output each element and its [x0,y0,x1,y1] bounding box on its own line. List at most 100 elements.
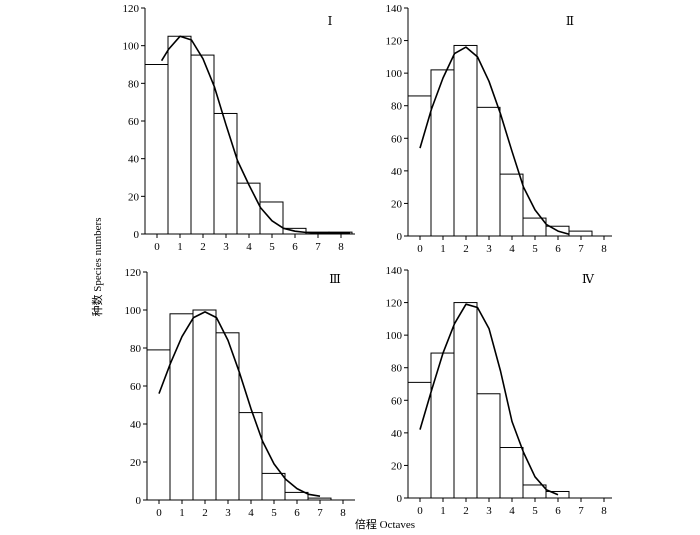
panel-label: Ⅳ [582,272,595,286]
bar-4 [499,447,524,499]
x-tick-label: 5 [271,507,277,519]
chart-panel-3: 0 20 40 60 80 100 120 0 1 2 3 4 5 6 7 8 Ⅲ [125,267,355,519]
y-tick-label: 80 [128,78,140,90]
bar-6 [284,491,309,501]
x-tick-label: 6 [294,507,300,519]
x-tick-label: 8 [601,243,607,255]
y-tick-label: 80 [391,363,403,375]
x-tick-label: 8 [601,505,607,517]
x-tick-label: 3 [223,241,229,253]
x-tick-label: 7 [315,241,321,253]
y-tick-label: 60 [391,133,403,145]
y-tick-label: 20 [391,198,403,210]
bar-1 [169,313,194,501]
y-tick-label: 60 [391,395,403,407]
bar-3 [213,112,238,235]
x-tick-label: 2 [463,243,469,255]
y-tick-label: 60 [130,381,142,393]
x-tick-label: 0 [156,507,162,519]
y-tick-label: 40 [128,154,140,166]
x-tick-label: 6 [555,243,561,255]
bar-2 [453,44,478,237]
bar-1 [430,69,455,237]
bar-7 [568,230,593,237]
y-tick-label: 20 [128,191,140,203]
chart-panel-4: 0 20 40 60 80 100 120 140 0 1 2 3 4 5 6 7 8 Ⅳ [386,265,612,517]
bar-4 [236,182,261,235]
y-tick-label: 120 [386,36,403,48]
x-tick-label: 8 [338,241,344,253]
x-tick-label: 4 [509,243,515,255]
y-tick-label: 80 [130,343,142,355]
y-tick-label: 0 [134,229,140,241]
x-tick-label: 2 [202,507,208,519]
y-tick-label: 120 [386,298,403,310]
x-tick-label: 5 [532,243,538,255]
y-tick-label: 40 [391,428,403,440]
bar-5 [259,201,284,235]
x-tick-label: 3 [225,507,231,519]
y-tick-label: 120 [125,267,142,279]
bar-2 [192,309,217,501]
x-tick-label: 6 [555,505,561,517]
x-tick-label: 2 [200,241,206,253]
bar-0 [407,95,432,237]
y-tick-label: 140 [386,265,403,277]
chart-panel-2: 0 20 40 60 80 100 120 140 0 1 2 3 4 5 6 7 8 Ⅱ [386,3,612,255]
bar-4 [499,173,524,237]
y-tick-label: 0 [136,495,142,507]
x-tick-label: 4 [248,507,254,519]
x-tick-label: 7 [578,505,584,517]
y-tick-label: 100 [386,330,403,342]
y-tick-label: 80 [391,101,403,113]
panel-label: Ⅱ [566,14,574,28]
bar-5 [522,484,547,499]
x-tick-label: 3 [486,243,492,255]
x-tick-label: 6 [292,241,298,253]
y-tick-label: 0 [397,493,403,505]
chart-panel-1: 0 20 40 60 80 100 120 0 1 2 3 4 5 6 7 8 Ⅰ [123,3,355,253]
bar-3 [476,106,501,237]
x-tick-label: 4 [246,241,252,253]
y-tick-label: 100 [123,41,140,53]
x-tick-label: 1 [179,507,185,519]
fitted-curve [160,35,351,234]
x-tick-label: 7 [578,243,584,255]
x-tick-label: 1 [440,505,446,517]
panel-label: Ⅲ [329,272,341,286]
fitted-curve [419,46,570,236]
y-tick-label: 60 [128,116,140,128]
x-tick-label: 2 [463,505,469,517]
bar-3 [476,393,501,499]
y-axis-title: 种数 Species numbers [90,218,104,317]
x-tick-label: 1 [440,243,446,255]
y-tick-label: 20 [391,460,403,472]
fitted-curve [419,303,559,496]
bar-2 [190,54,215,235]
y-tick-label: 140 [386,3,403,15]
panel-label: Ⅰ [328,14,333,28]
y-tick-label: 100 [386,68,403,80]
y-tick-label: 0 [397,231,403,243]
y-tick-label: 120 [123,3,140,15]
y-tick-label: 40 [130,419,142,431]
x-tick-label: 0 [417,243,423,255]
y-tick-label: 100 [125,305,142,317]
x-tick-label: 1 [177,241,183,253]
bar-4 [238,412,263,501]
x-tick-label: 0 [154,241,160,253]
x-axis-title: 倍程 Octaves [355,517,415,531]
bar-1 [167,35,192,235]
bar-1 [430,352,455,499]
y-tick-label: 40 [391,166,403,178]
x-tick-label: 7 [317,507,323,519]
x-tick-label: 8 [340,507,346,519]
fitted-curve [158,311,321,497]
x-tick-label: 5 [532,505,538,517]
x-tick-label: 3 [486,505,492,517]
y-tick-label: 20 [130,457,142,469]
x-tick-label: 0 [417,505,423,517]
bar-2 [453,302,478,499]
bar-0 [407,381,432,499]
